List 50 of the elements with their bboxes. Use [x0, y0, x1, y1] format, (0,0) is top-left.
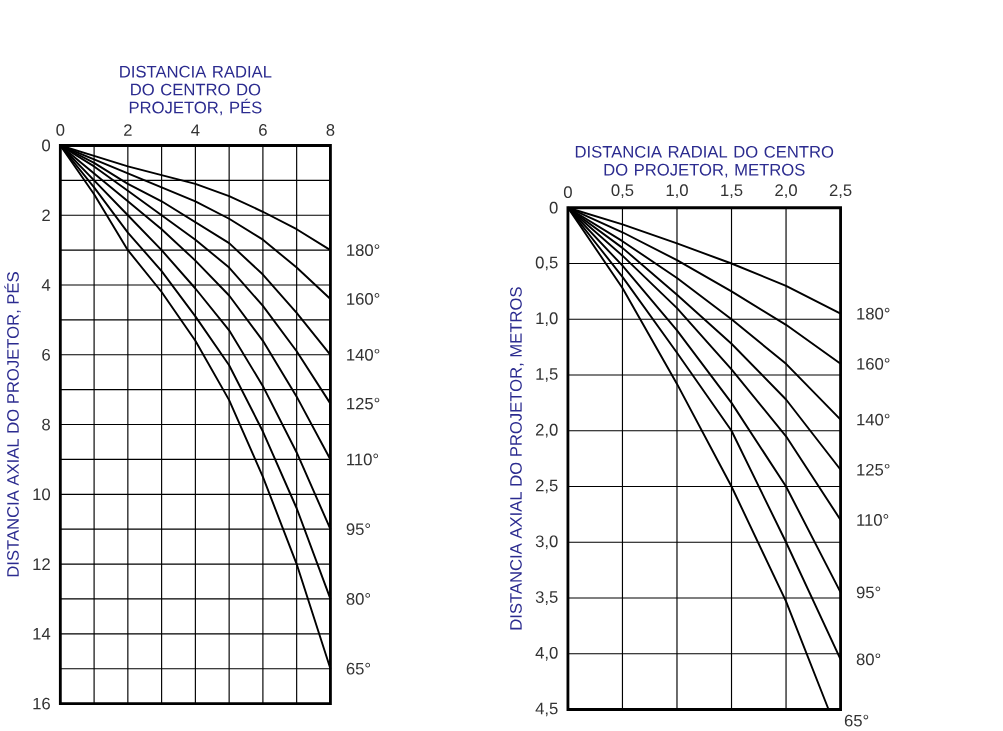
x-axis-title: DISTANCIA RADIAL DO CENTRO DO PROJETOR, PÉS [120, 65, 272, 116]
y-tick-label: 0 [42, 139, 51, 152]
y-axis-title: DISTANCIA AXIAL DO PROJETOR, METROS [510, 287, 524, 630]
y-tick-label: 2,0 [535, 423, 558, 438]
x-tick-label: 0 [56, 124, 65, 136]
series-label: 80° [856, 653, 881, 666]
series-label: 125° [857, 463, 890, 476]
y-tick-label: 14 [33, 628, 51, 640]
series-label: 180° [347, 244, 380, 257]
series-label: 160° [857, 358, 890, 370]
y-tick-label: 0 [549, 201, 558, 214]
y-tick-label: 1,5 [536, 368, 558, 382]
x-tick-label: 4 [191, 124, 200, 136]
y-tick-label: 4 [41, 279, 51, 291]
y-tick-label: 3,0 [535, 535, 558, 550]
series-label: 65° [346, 662, 371, 675]
series-label: 180° [857, 307, 890, 320]
y-axis-title: DISTANCIA AXIAL DO PROJETOR, PÉS [4, 272, 21, 577]
y-tick-label: 6 [42, 348, 50, 361]
y-tick-label: 16 [33, 697, 50, 710]
series-label: 65° [844, 714, 869, 727]
x-axis-title: DISTANCIA RADIAL DO CENTRO DO PROJETOR, METROS [575, 146, 834, 178]
series-label: 110° [347, 453, 379, 466]
y-tick-label: 12 [33, 558, 50, 570]
x-tick-label: 0 [563, 186, 572, 199]
x-tick-label: 8 [326, 124, 335, 136]
x-tick-label: 2 [124, 124, 132, 136]
y-tick-label: 4,0 [535, 646, 558, 661]
series-label: 95° [346, 523, 371, 536]
y-tick-label: 8 [42, 418, 50, 431]
x-tick-label: 1,0 [666, 184, 688, 199]
series-label: 95° [856, 586, 881, 599]
series-label: 140° [347, 348, 380, 361]
series-label: 125° [347, 397, 380, 410]
y-tick-label: 0,5 [535, 256, 558, 271]
y-tick-label: 2,5 [535, 479, 558, 494]
y-tick-label: 10 [33, 488, 51, 501]
x-tick-label: 2,0 [775, 184, 797, 199]
y-tick-label: 2 [42, 209, 50, 222]
x-tick-label: 1,5 [721, 184, 743, 199]
x-tick-label: 2,5 [829, 184, 852, 199]
series-label: 80° [346, 593, 371, 605]
series-label: 110° [857, 514, 889, 526]
y-tick-label: 4,5 [535, 702, 558, 717]
x-tick-label: 0,5 [611, 184, 634, 199]
series-label: 140° [857, 413, 890, 426]
y-tick-label: 1,0 [536, 312, 558, 327]
x-tick-label: 6 [259, 124, 267, 136]
y-tick-label: 3,5 [535, 591, 558, 605]
series-label: 160° [347, 293, 380, 305]
